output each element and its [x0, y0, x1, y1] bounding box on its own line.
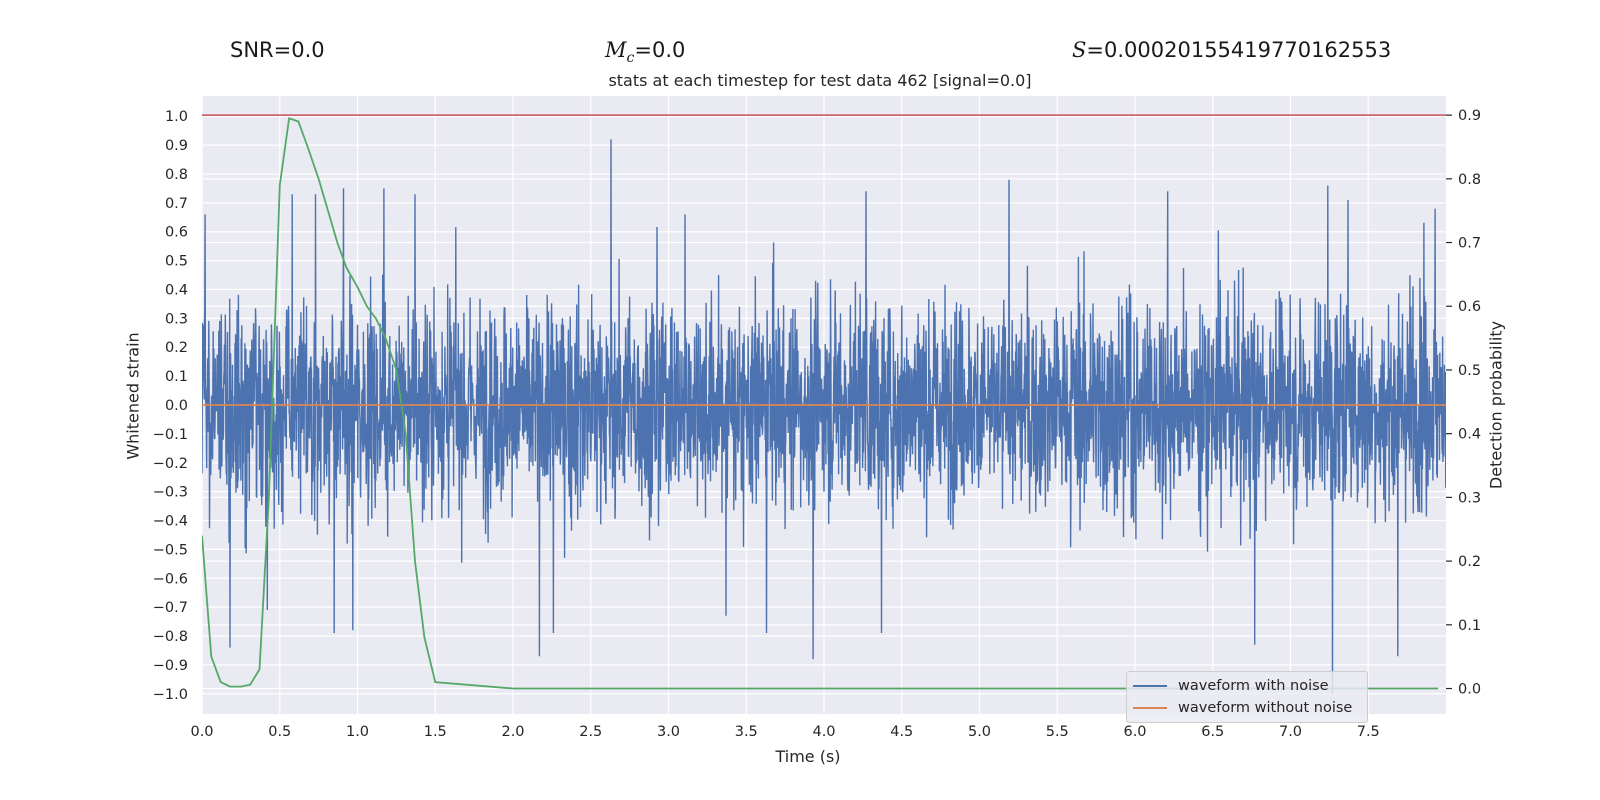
x-tick-label: 7.5	[1357, 724, 1380, 740]
y-tick-label: −1.0	[153, 687, 188, 703]
y-axis-label: Whitened strain	[123, 332, 143, 460]
y-tick-labels: −1.0 −0.9 −0.8 −0.7 −0.6 −0.5 −0.4 −0.3 −0.2 −0.1…	[153, 109, 188, 703]
y-tick-label: −0.5	[153, 542, 188, 558]
snr-label: SNR=0.0	[230, 38, 325, 62]
x-tick-label: 4.0	[812, 724, 835, 740]
legend-swatch-without-noise	[1133, 707, 1167, 709]
chart-title: stats at each timestep for test data 462…	[608, 71, 1032, 90]
y2-tick-label: 0.4	[1458, 427, 1481, 443]
series-detection-probability	[202, 117, 1439, 690]
statistic-label: S=0.00020155419770162553	[1072, 38, 1392, 62]
x-tick-label: 2.5	[579, 724, 602, 740]
x-tick-label: 7.0	[1279, 724, 1302, 740]
y2-tick-label: 0.0	[1458, 682, 1481, 698]
y2-tick-label: 0.6	[1458, 299, 1481, 315]
y2-tick-label: 0.1	[1458, 618, 1481, 634]
y-tick-label: 0.9	[165, 138, 188, 154]
y2-tick-label: 0.3	[1458, 490, 1481, 506]
x-axis-label: Time (s)	[775, 747, 841, 766]
y-tick-label: −0.4	[153, 514, 188, 530]
y2-tick-labels: 0.0 0.1 0.2 0.3 0.4 0.5 0.6 0.7 0.8 0.9	[1446, 108, 1481, 698]
y-tick-label: 0.4	[165, 282, 188, 298]
x-tick-label: 3.0	[657, 724, 680, 740]
legend-label-without-noise: waveform without noise	[1178, 700, 1353, 716]
y-tick-label: −0.1	[153, 427, 188, 443]
legend-item-with-noise: waveform with noise	[1133, 676, 1329, 696]
y2-tick-label: 0.7	[1458, 236, 1481, 252]
y-tick-label: −0.2	[153, 456, 188, 472]
x-tick-label: 5.0	[968, 724, 991, 740]
legend-item-without-noise: waveform without noise	[1133, 698, 1352, 718]
y2-axis-label: Detection probability	[1486, 320, 1506, 490]
y2-tick-label: 0.9	[1458, 108, 1481, 124]
y2-tick-label: 0.5	[1458, 363, 1481, 379]
y-tick-label: 0.8	[165, 167, 188, 183]
chirp-mass-label: Mc=0.0	[605, 38, 686, 67]
y-tick-label: 0.3	[165, 311, 188, 327]
x-tick-label: 4.5	[890, 724, 913, 740]
x-tick-label: 1.5	[424, 724, 447, 740]
x-tick-label: 6.5	[1201, 724, 1224, 740]
y-tick-label: −0.8	[153, 629, 188, 645]
y-tick-label: 0.5	[165, 254, 188, 270]
legend: waveform with noise waveform without noi…	[1126, 671, 1368, 723]
x-tick-label: 0.0	[190, 724, 213, 740]
y-tick-label: 1.0	[165, 109, 188, 125]
y-tick-label: −0.3	[153, 485, 188, 501]
legend-swatch-with-noise	[1133, 685, 1167, 687]
x-tick-label: 2.0	[501, 724, 524, 740]
x-tick-label: 1.0	[346, 724, 369, 740]
y2-tick-label: 0.2	[1458, 554, 1481, 570]
x-tick-label: 5.5	[1046, 724, 1069, 740]
x-tick-label: 0.5	[268, 724, 291, 740]
y-tick-label: −0.7	[153, 600, 188, 616]
y-tick-label: −0.9	[153, 658, 188, 674]
x-tick-label: 3.5	[735, 724, 758, 740]
x-tick-labels: 0.0 0.5 1.0 1.5 2.0 2.5 3.0 3.5 4.0 4.5 5.0 5.5 6.0 6…	[190, 724, 1379, 740]
y-tick-label: 0.2	[165, 340, 188, 356]
y-tick-label: 0.6	[165, 225, 188, 241]
y2-tick-label: 0.8	[1458, 172, 1481, 188]
y-tick-label: 0.0	[165, 398, 188, 414]
y-tick-label: 0.1	[165, 369, 188, 385]
y-tick-label: 0.7	[165, 196, 188, 212]
x-tick-label: 6.0	[1123, 724, 1146, 740]
legend-label-with-noise: waveform with noise	[1178, 678, 1329, 694]
y-tick-label: −0.6	[153, 571, 188, 587]
